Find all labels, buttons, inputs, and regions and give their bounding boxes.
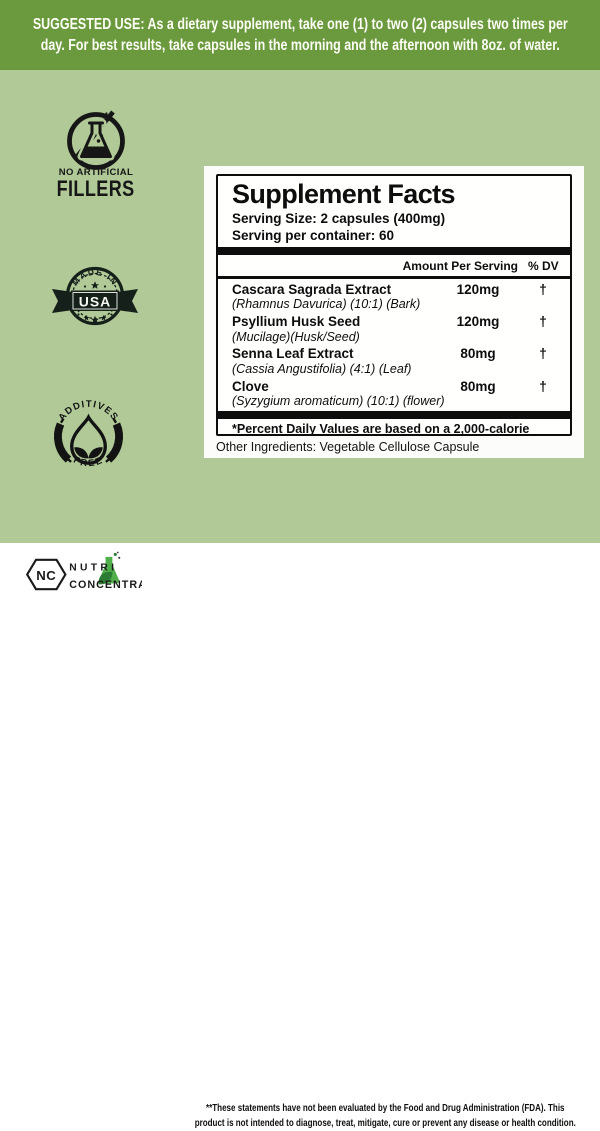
suggested-use-line-1: SUGGESTED USE: As a dietary supplement, …: [32, 16, 568, 33]
table-header-row: Amount Per Serving % DV: [232, 255, 559, 276]
table-row: Clove 80mg †: [232, 379, 558, 395]
ingredient-detail: (Mucilage)(Husk/Seed): [232, 329, 360, 344]
logo-concentra-text: CONCENTRA: [69, 579, 142, 591]
panel-title: Supplement Facts: [232, 179, 456, 209]
suggested-use-text: SUGGESTED USE: As a dietary supplement, …: [0, 15, 600, 57]
no-artificial-text: NO ARTIFICIAL: [58, 167, 134, 178]
table-row: Senna Leaf Extract 80mg †: [232, 346, 558, 362]
disclaimer-line-2: product is not intended to diagnose, tre…: [194, 1117, 576, 1129]
ingredient-name: Clove: [232, 378, 269, 394]
ingredient-detail: (Syzygium aromaticum) (10:1) (flower): [232, 394, 445, 409]
column-header-amount: Amount Per Serving: [402, 259, 518, 274]
ingredient-detail: (Cassia Angustifolia) (4:1) (Leaf): [232, 361, 412, 376]
ingredient-detail: (Rhamnus Davurica) (10:1) (Bark): [232, 297, 421, 312]
supplement-facts-box: Supplement Facts Serving Size: 2 capsule…: [216, 174, 572, 436]
ingredient-dv: †: [539, 378, 547, 394]
ingredient-name: Psyllium Husk Seed: [232, 314, 361, 330]
fda-disclaimer: **These statements have not been evaluat…: [170, 1102, 600, 1131]
crossed-flask-icon: [67, 110, 125, 170]
footnote-percent-dv: *Percent Daily Values are based on a 2,0…: [232, 422, 530, 436]
servings-per-container: Serving per container: 60: [232, 228, 395, 244]
no-fillers-badge-label: NO ARTIFICIAL FILLERS: [36, 167, 156, 202]
table-row: Cascara Sagrada Extract 120mg †: [232, 282, 558, 298]
ingredient-amount: 80mg: [460, 346, 496, 362]
ingredient-name: Cascara Sagrada Extract: [232, 281, 392, 297]
other-ingredients: Other Ingredients: Vegetable Cellulose C…: [216, 440, 480, 454]
ingredient-amount: 80mg: [460, 378, 496, 394]
hexagon-outline: [25, 558, 67, 591]
ingredient-name: Senna Leaf Extract: [232, 346, 354, 362]
logo-nc-text: NC: [36, 568, 56, 583]
suggested-use-line-2: day. For best results, take capsules in …: [40, 36, 560, 54]
fillers-text: FILLERS: [56, 176, 136, 201]
column-header-dv: % DV: [528, 259, 559, 274]
logo-nutri-text: NUTRI: [69, 563, 117, 574]
thick-divider: [218, 411, 570, 420]
disclaimer-line-1: **These statements have not been evaluat…: [206, 1103, 565, 1114]
ingredient-dv: †: [539, 281, 547, 297]
footer: NC NUTRI CONCENTRA **These statements ha…: [0, 543, 600, 1129]
supplement-facts-panel: Supplement Facts Serving Size: 2 capsule…: [204, 166, 584, 458]
ingredient-amount: 120mg: [456, 281, 500, 297]
usa-ribbon-stamp-icon: MADE IN USA: [52, 267, 138, 326]
thin-divider: [218, 276, 570, 280]
ingredient-amount: 120mg: [456, 314, 500, 330]
serving-size: Serving Size: 2 capsules (400mg): [232, 211, 446, 227]
ingredient-dv: †: [539, 314, 547, 330]
nutriconcentra-logo: NC NUTRI CONCENTRA: [25, 551, 142, 591]
table-row: Psyllium Husk Seed 120mg †: [232, 314, 558, 330]
thick-divider: [218, 247, 570, 256]
water-drop-leaf-badge-icon: ADDITIVES FREE: [53, 399, 124, 469]
ingredient-dv: †: [539, 346, 547, 362]
leaf-icon: [98, 571, 113, 585]
usa-banner-text: USA: [79, 294, 112, 310]
suggested-use-banner: SUGGESTED USE: As a dietary supplement, …: [0, 0, 600, 70]
